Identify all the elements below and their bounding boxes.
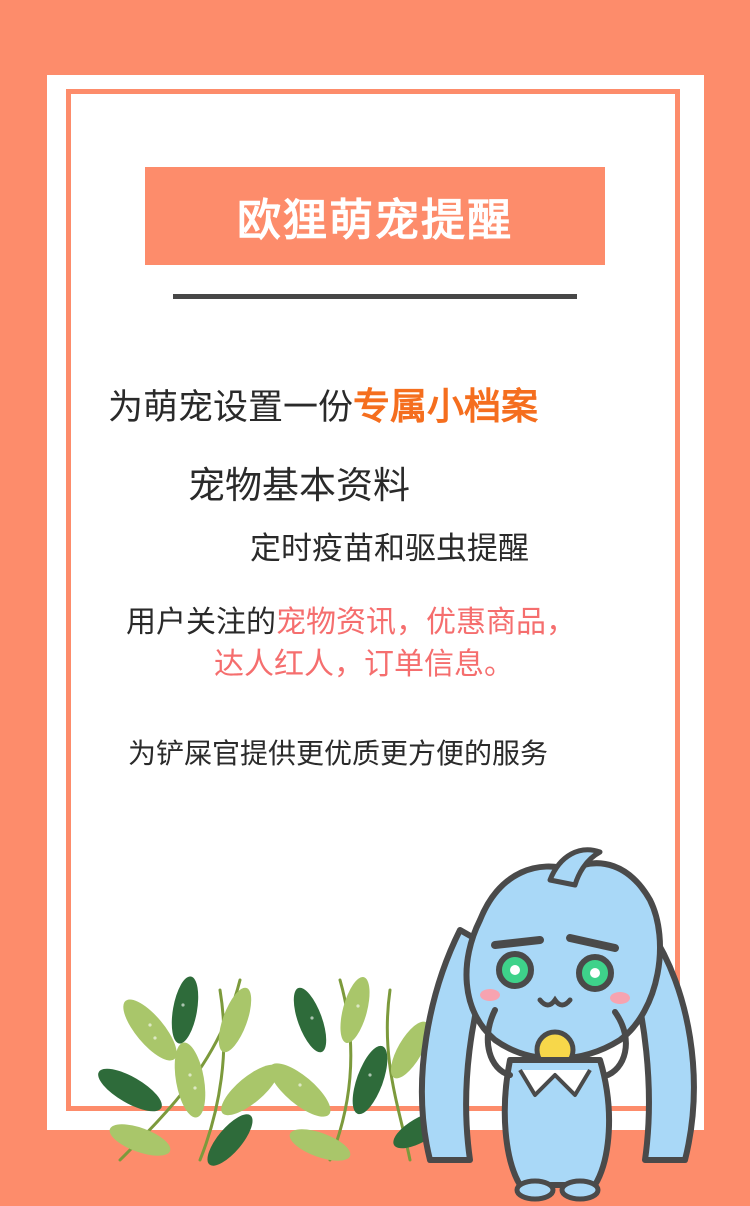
feature-line-news: 用户关注的宠物资讯，优惠商品，: [126, 600, 576, 646]
title-divider: [173, 294, 577, 299]
feature-line-reminders: 定时疫苗和驱虫提醒: [250, 531, 529, 567]
title-banner: 欧狸萌宠提醒: [145, 167, 605, 265]
page-title: 欧狸萌宠提醒: [237, 195, 513, 246]
feature-line-service: 为铲屎官提供更优质更方便的服务: [128, 737, 549, 770]
feature-line-basic-info: 宠物基本资料: [188, 464, 410, 507]
feature-line-news-text: 用户关注的: [126, 605, 276, 640]
leaf-decoration-icon: [98, 976, 447, 1166]
feature-line-profile: 为萌宠设置一份专属小档案: [108, 382, 538, 433]
feature-line-profile-highlight: 专属小档案: [353, 385, 539, 428]
feature-line-orders: 达人红人，订单信息。: [214, 647, 514, 682]
inner-border-frame: [66, 89, 680, 1111]
feature-line-profile-text: 为萌宠设置一份: [108, 388, 354, 428]
mascot-icon: [419, 847, 697, 1202]
feature-line-news-highlight: 宠物资讯，优惠商品，: [276, 605, 576, 640]
